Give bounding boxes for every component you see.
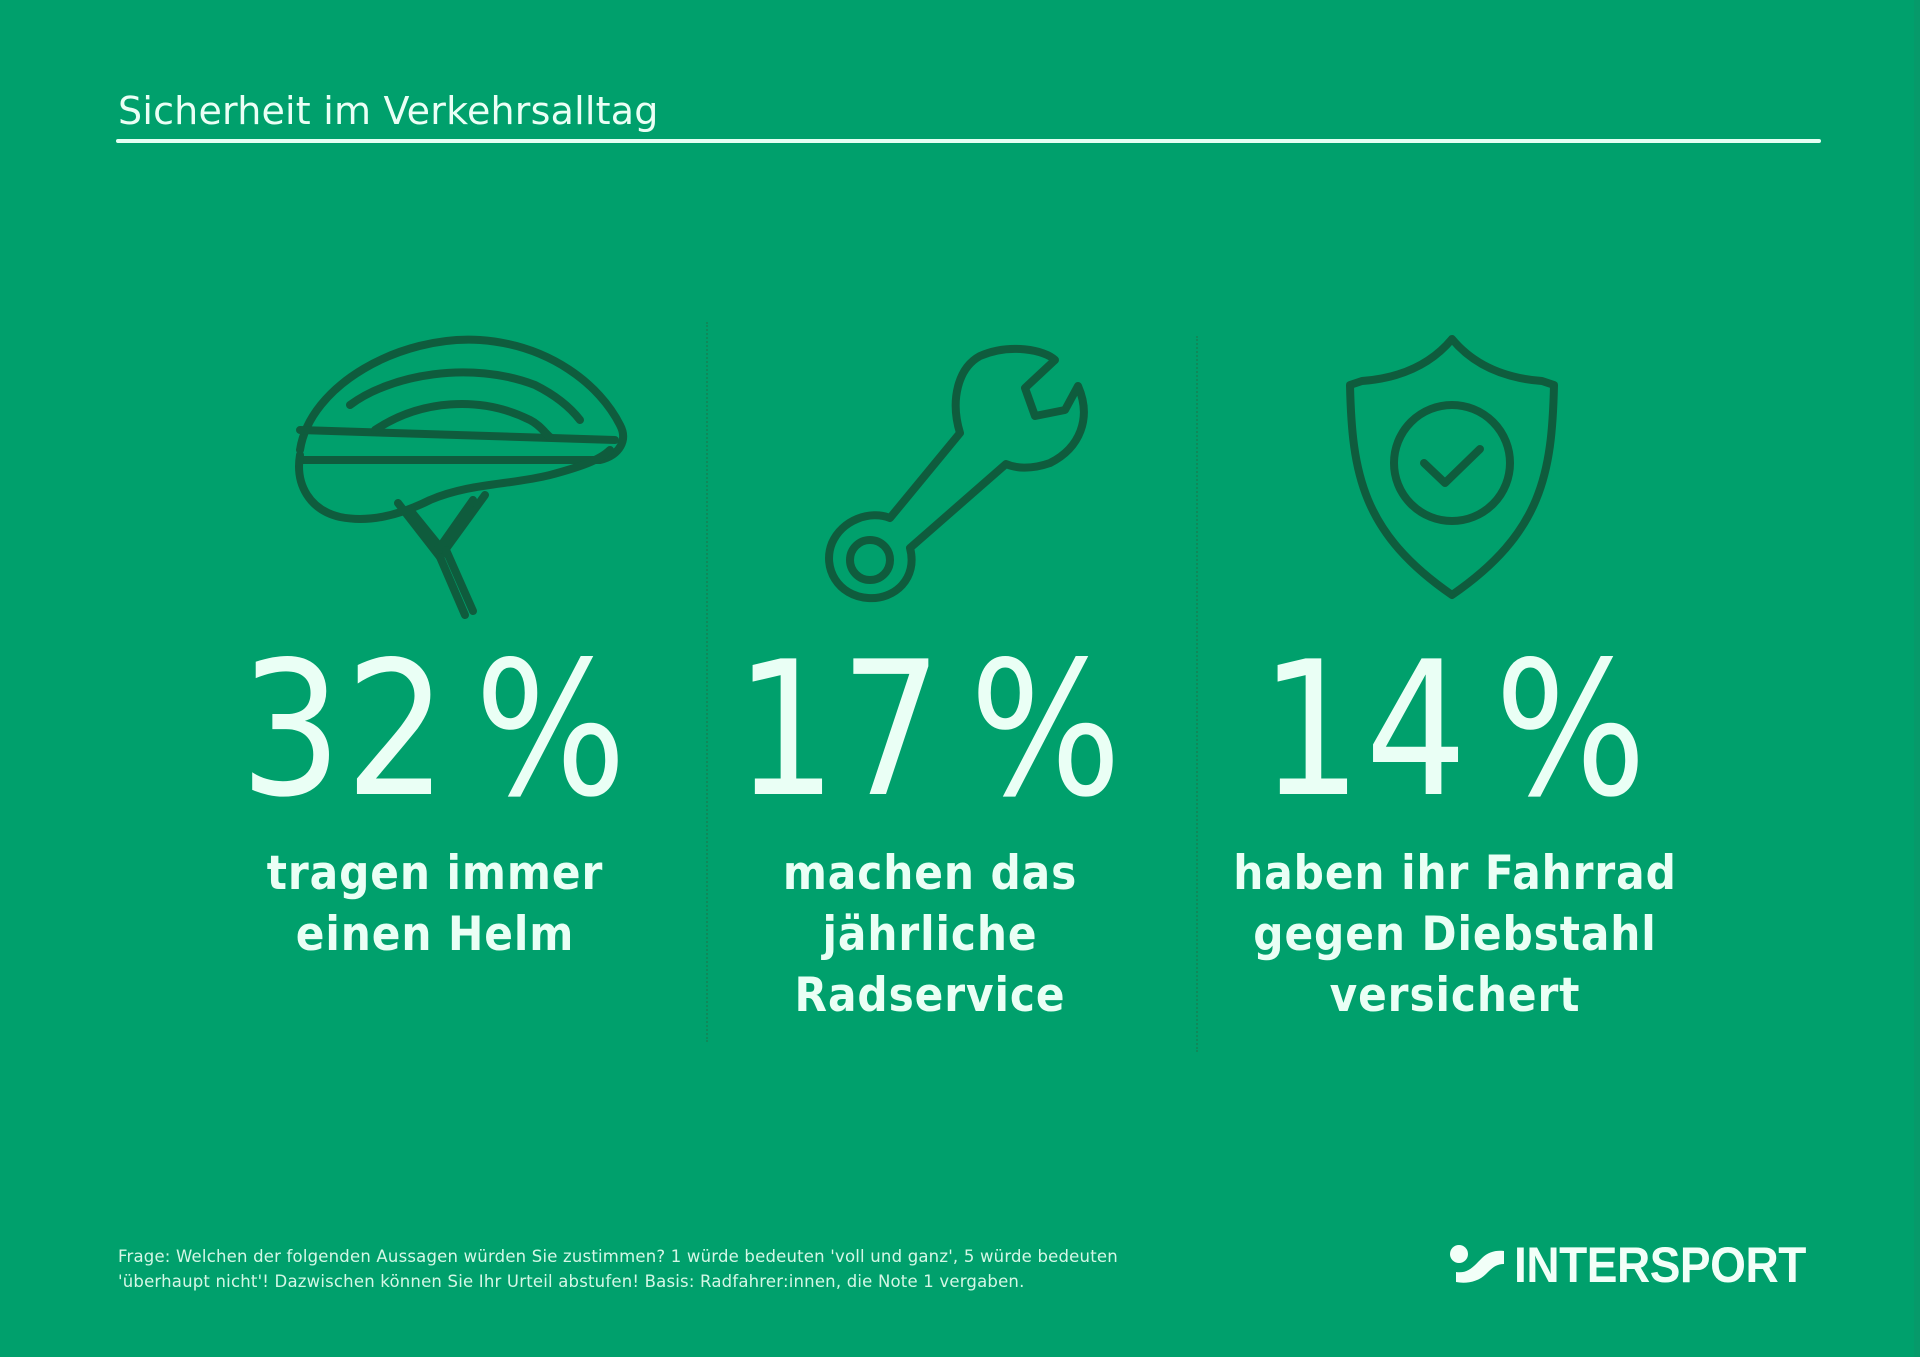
- stat-label-line: gegen Diebstahl: [1253, 907, 1657, 962]
- brand-logo: INTERSPORT: [1448, 1240, 1831, 1290]
- shield-check-icon: [1342, 333, 1562, 599]
- footnote: Frage: Welchen der folgenden Aussagen wü…: [118, 1244, 1118, 1294]
- page-title: Sicherheit im Verkehrsalltag: [118, 89, 659, 133]
- stat-value: 14%: [1240, 630, 1670, 830]
- percent-sign: %: [474, 621, 630, 838]
- footnote-line: 'überhaupt nicht'! Dazwischen können Sie…: [118, 1272, 1025, 1291]
- right-edge: [1914, 0, 1920, 1357]
- bike-helmet-icon: [280, 325, 630, 620]
- brand-name: INTERSPORT: [1514, 1237, 1806, 1293]
- stat-number: 14: [1260, 621, 1471, 838]
- stat-card-helmet: 32% tragen immer einen Helm: [185, 0, 685, 1100]
- stat-label-line: haben ihr Fahrrad: [1233, 846, 1677, 901]
- stat-label-line: Radservice: [794, 968, 1066, 1023]
- percent-sign: %: [969, 621, 1125, 838]
- footnote-line: Frage: Welchen der folgenden Aussagen wü…: [118, 1247, 1118, 1266]
- intersport-logo-mark-icon: [1448, 1242, 1508, 1288]
- stat-label: machen das jährliche Radservice: [705, 843, 1155, 1026]
- title-underline: [116, 139, 1821, 143]
- stat-label: tragen immer einen Helm: [210, 843, 660, 965]
- stat-value: 17%: [715, 630, 1145, 830]
- stat-number: 32: [240, 621, 451, 838]
- stat-label: haben ihr Fahrrad gegen Diebstahl versic…: [1230, 843, 1680, 1026]
- stat-card-service: 17% machen das jährliche Radservice: [680, 0, 1180, 1100]
- stat-label-line: jährliche: [822, 907, 1038, 962]
- wrench-icon: [810, 338, 1090, 608]
- percent-sign: %: [1494, 621, 1650, 838]
- stat-label-line: einen Helm: [295, 907, 575, 962]
- stat-label-line: machen das: [782, 846, 1078, 901]
- stat-label-line: tragen immer: [266, 846, 604, 901]
- stat-card-insurance: 14% haben ihr Fahrrad gegen Diebstahl ve…: [1205, 0, 1705, 1100]
- column-divider: [706, 322, 708, 1042]
- stat-number: 17: [735, 621, 946, 838]
- stat-value: 32%: [220, 630, 650, 830]
- column-divider: [1196, 336, 1198, 1052]
- stat-label-line: versichert: [1329, 968, 1581, 1023]
